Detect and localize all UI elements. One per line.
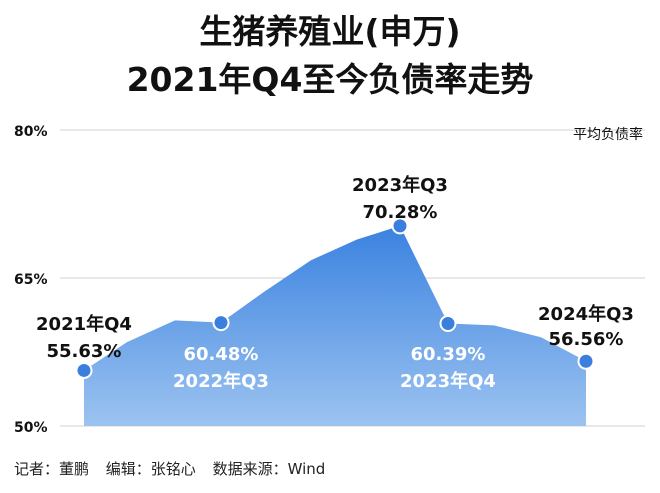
- data-point-marker: [439, 314, 457, 332]
- data-label-period: 2022年Q3: [173, 370, 269, 392]
- reporter-credit: 记者：董鹏: [14, 460, 90, 478]
- footer: 记者：董鹏 编辑：张铭心 数据来源：Wind: [14, 458, 337, 479]
- area-series: [84, 225, 586, 426]
- data-label-period: 2024年Q3: [538, 303, 634, 325]
- data-label-period: 2021年Q4: [36, 313, 132, 335]
- data-label-value: 55.63%: [47, 341, 122, 362]
- y-tick-label: 50%: [14, 420, 48, 436]
- data-label-period: 2023年Q3: [352, 174, 448, 196]
- data-point-marker: [391, 217, 409, 235]
- chart-title: 生猪养殖业(申万) 2021年Q4至今负债率走势: [0, 8, 660, 104]
- data-label-value: 56.56%: [549, 329, 624, 350]
- data-label-value: 60.39%: [411, 344, 486, 365]
- source-credit: 数据来源：Wind: [212, 460, 326, 478]
- data-label-value: 60.48%: [184, 344, 259, 365]
- data-point-marker: [577, 352, 595, 370]
- title-line-2: 2021年Q4至今负债率走势: [126, 60, 534, 99]
- y-tick-label: 80%: [14, 124, 48, 140]
- data-label-period: 2023年Q4: [400, 370, 496, 392]
- data-point-marker: [212, 314, 230, 332]
- y-tick-label: 65%: [14, 272, 48, 288]
- title-line-1: 生猪养殖业(申万): [199, 12, 461, 51]
- series-legend: 平均负债率: [573, 126, 643, 143]
- editor-credit: 编辑：张铭心: [105, 460, 196, 478]
- data-label-value: 70.28%: [363, 202, 438, 223]
- data-point-marker: [75, 361, 93, 379]
